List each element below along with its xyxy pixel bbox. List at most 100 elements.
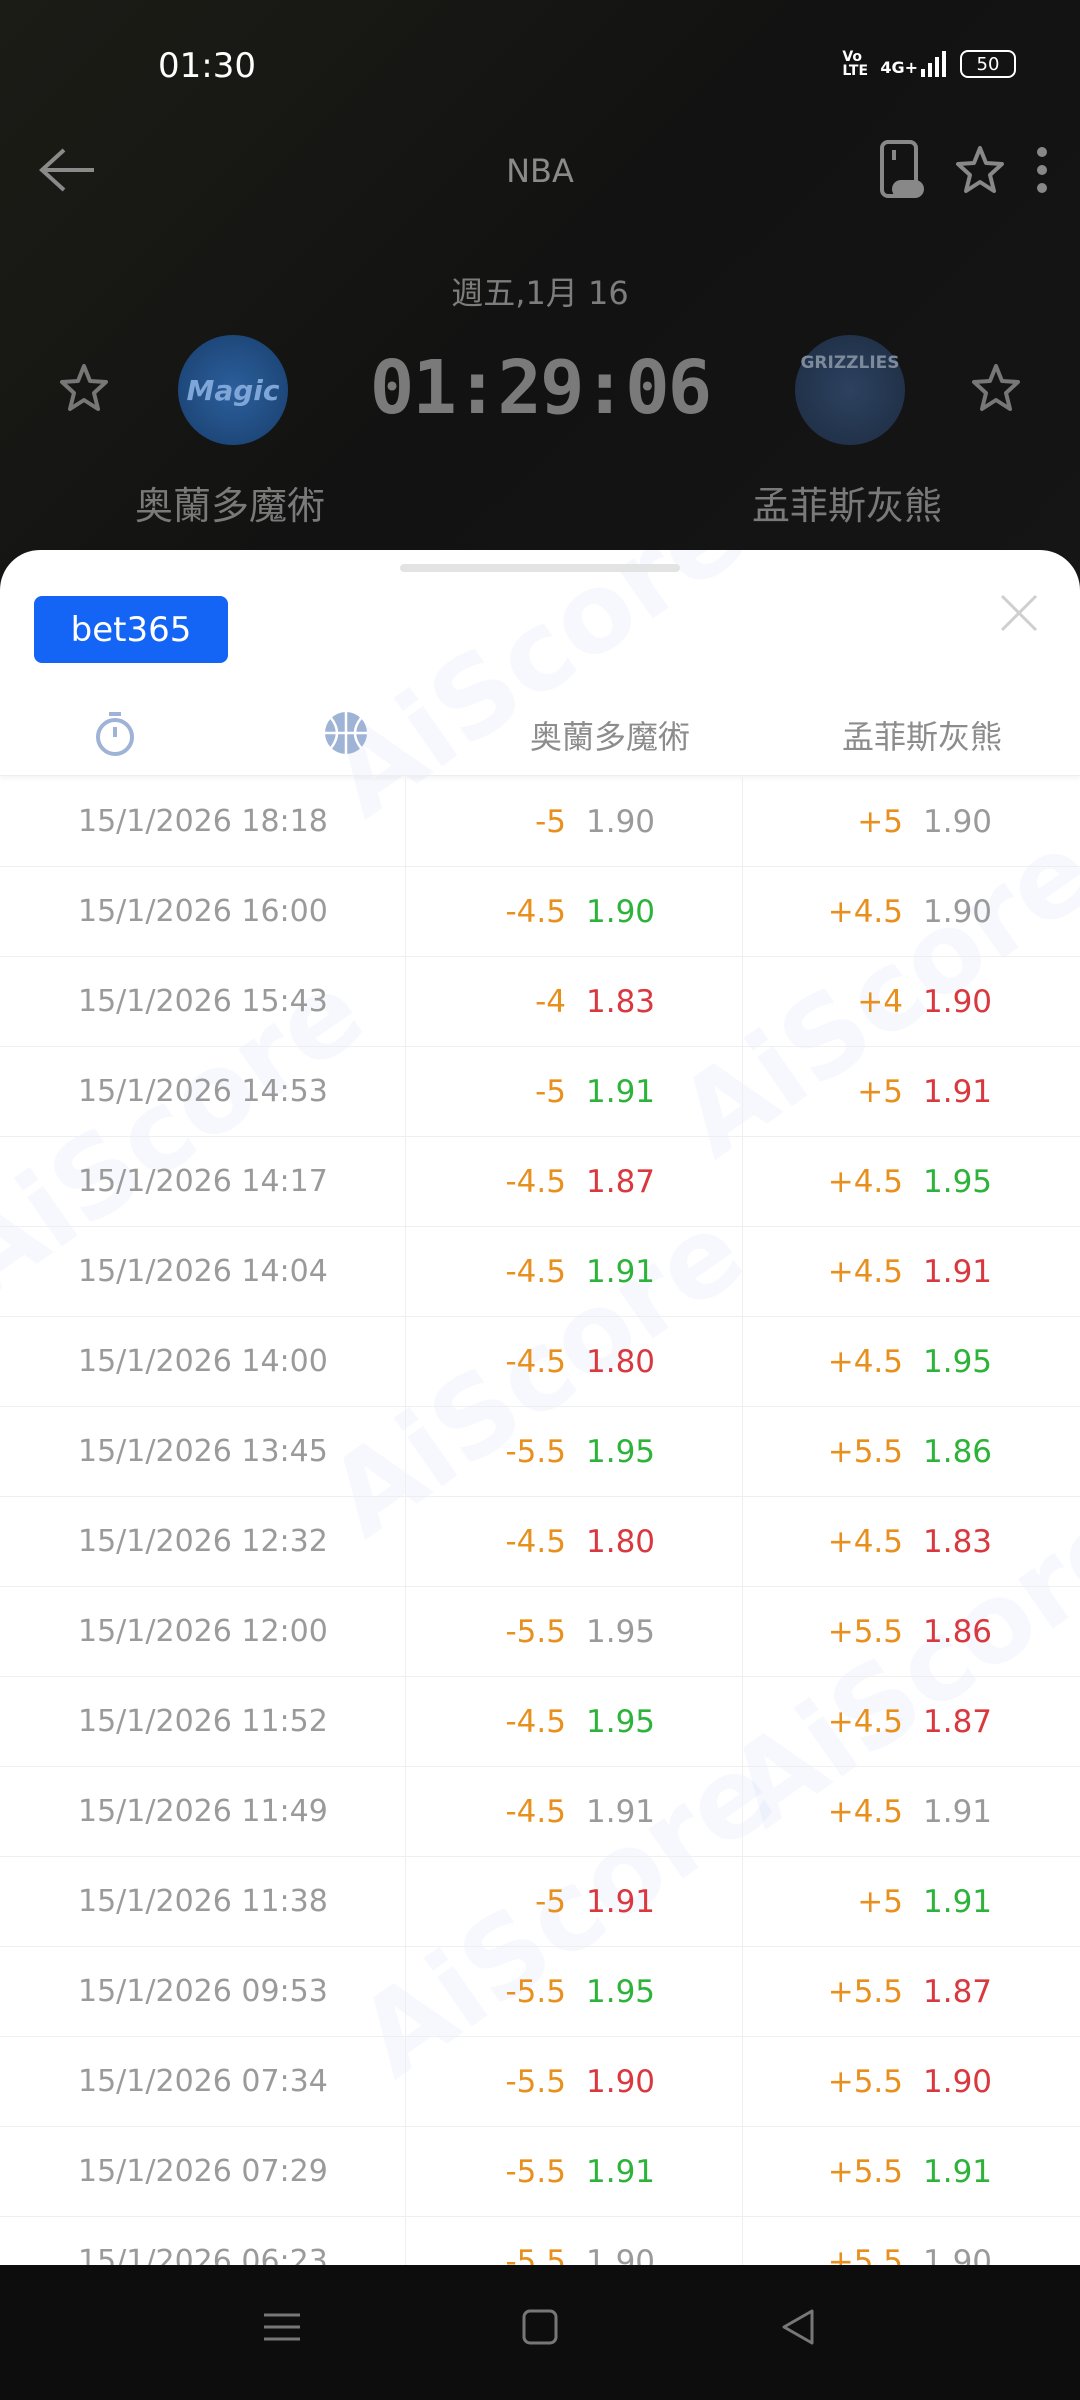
- home-odds: 1.90: [586, 2063, 656, 2100]
- home-odds: 1.95: [586, 1703, 656, 1740]
- away-odds: 1.90: [923, 983, 993, 1020]
- home-odds: 1.95: [586, 1973, 656, 2010]
- home-odds: 1.90: [586, 2243, 656, 2266]
- away-handicap: +4.5: [827, 1253, 903, 1290]
- away-handicap: +4.5: [827, 1343, 903, 1380]
- home-handicap: -4.5: [505, 1163, 567, 1200]
- bookmaker-button[interactable]: bet365: [34, 596, 228, 663]
- home-handicap: -5.5: [505, 1973, 567, 2010]
- home-odds: 1.87: [586, 1163, 656, 1200]
- home-handicap: -5.5: [505, 2063, 567, 2100]
- away-odds-cell: +5.5 1.87: [743, 1947, 1080, 2036]
- home-odds: 1.80: [586, 1523, 656, 1560]
- table-row: 15/1/2026 07:29 -5.5 1.91 +5.5 1.91: [0, 2127, 1080, 2217]
- home-favorite-star-icon[interactable]: [58, 362, 110, 414]
- league-title: NBA: [506, 152, 574, 190]
- away-odds: 1.83: [923, 1523, 993, 1560]
- countdown-clock: 01:29:06: [369, 345, 712, 431]
- home-odds-cell: -4 1.83: [406, 957, 743, 1046]
- odds-time: 15/1/2026 14:04: [0, 1227, 406, 1316]
- away-handicap: +5.5: [827, 2243, 903, 2266]
- away-odds: 1.86: [923, 1613, 993, 1650]
- away-favorite-star-icon[interactable]: [970, 362, 1022, 414]
- away-odds-cell: +4 1.90: [743, 957, 1080, 1046]
- back-triangle-icon[interactable]: [778, 2307, 818, 2347]
- odds-time: 15/1/2026 13:45: [0, 1407, 406, 1496]
- away-odds-cell: +5.5 1.91: [743, 2127, 1080, 2216]
- odds-time: 15/1/2026 11:38: [0, 1857, 406, 1946]
- drag-handle[interactable]: [400, 564, 680, 572]
- home-odds-cell: -5.5 1.95: [406, 1407, 743, 1496]
- away-handicap: +5: [857, 1073, 903, 1110]
- odds-time: 15/1/2026 07:34: [0, 2037, 406, 2126]
- away-team-name: 孟菲斯灰熊: [752, 484, 943, 528]
- away-odds-cell: +5.5 1.86: [743, 1587, 1080, 1676]
- home-icon[interactable]: [521, 2307, 559, 2347]
- odds-sheet: AiScore AiScore AiScore AiScore AiScore …: [0, 550, 1080, 2265]
- table-row: 15/1/2026 13:45 -5.5 1.95 +5.5 1.86: [0, 1407, 1080, 1497]
- home-team-name: 奥蘭多魔術: [135, 484, 326, 528]
- home-odds-cell: -4.5 1.80: [406, 1497, 743, 1586]
- table-row: 15/1/2026 06:23 -5.5 1.90 +5.5 1.90: [0, 2217, 1080, 2265]
- odds-time: 15/1/2026 14:00: [0, 1317, 406, 1406]
- home-odds-cell: -4.5 1.95: [406, 1677, 743, 1766]
- away-odds-cell: +5 1.91: [743, 1857, 1080, 1946]
- table-row: 15/1/2026 14:04 -4.5 1.91 +4.5 1.91: [0, 1227, 1080, 1317]
- stopwatch-icon: [96, 712, 134, 756]
- away-odds-cell: +4.5 1.90: [743, 867, 1080, 956]
- table-row: 15/1/2026 11:49 -4.5 1.91 +4.5 1.91: [0, 1767, 1080, 1857]
- away-handicap: +5.5: [827, 2153, 903, 2190]
- odds-time: 15/1/2026 11:52: [0, 1677, 406, 1766]
- home-odds: 1.95: [586, 1433, 656, 1470]
- away-handicap: +4.5: [827, 893, 903, 930]
- home-odds-cell: -5 1.91: [406, 1047, 743, 1136]
- away-odds: 1.87: [923, 1703, 993, 1740]
- away-handicap: +4.5: [827, 1703, 903, 1740]
- away-odds: 1.91: [923, 1253, 993, 1290]
- odds-time: 15/1/2026 15:43: [0, 957, 406, 1046]
- home-odds-cell: -4.5 1.87: [406, 1137, 743, 1226]
- home-odds: 1.83: [586, 983, 656, 1020]
- home-handicap: -5.5: [505, 1613, 567, 1650]
- column-away-team: 孟菲斯灰熊: [842, 718, 1003, 756]
- phone-toggle-icon[interactable]: [878, 140, 926, 200]
- away-handicap: +5: [857, 1883, 903, 1920]
- odds-table: 15/1/2026 18:18 -5 1.90 +5 1.90 15/1/2026 16:…: [0, 777, 1080, 2265]
- away-odds: 1.90: [923, 893, 993, 930]
- network-type: 4G+: [880, 58, 918, 77]
- away-odds-cell: +4.5 1.95: [743, 1137, 1080, 1226]
- home-odds-cell: -5 1.90: [406, 777, 743, 866]
- away-odds-cell: +4.5 1.91: [743, 1227, 1080, 1316]
- odds-time: 15/1/2026 11:49: [0, 1767, 406, 1856]
- home-odds: 1.90: [586, 893, 656, 930]
- home-odds: 1.91: [586, 2153, 656, 2190]
- status-icons: Vo LTE 4G+ 50: [842, 50, 1016, 78]
- odds-time: 15/1/2026 12:32: [0, 1497, 406, 1586]
- match-date: 週五,1月 16: [451, 274, 629, 312]
- odds-time: 15/1/2026 14:53: [0, 1047, 406, 1136]
- table-row: 15/1/2026 18:18 -5 1.90 +5 1.90: [0, 777, 1080, 867]
- back-button[interactable]: [38, 146, 96, 198]
- home-handicap: -5: [535, 1883, 566, 1920]
- home-handicap: -4.5: [505, 893, 567, 930]
- odds-time: 15/1/2026 14:17: [0, 1137, 406, 1226]
- logo-text: Magic: [186, 373, 280, 407]
- home-odds: 1.91: [586, 1883, 656, 1920]
- home-handicap: -4: [535, 983, 566, 1020]
- menu-icon[interactable]: [262, 2307, 302, 2347]
- close-icon[interactable]: [998, 592, 1040, 634]
- away-handicap: +4: [857, 983, 903, 1020]
- away-handicap: +5.5: [827, 1433, 903, 1470]
- table-header: 奥蘭多魔術 孟菲斯灰熊: [0, 690, 1080, 776]
- away-odds: 1.90: [923, 2063, 993, 2100]
- home-odds: 1.91: [586, 1253, 656, 1290]
- more-menu-icon[interactable]: [1034, 144, 1050, 196]
- away-odds-cell: +4.5 1.91: [743, 1767, 1080, 1856]
- home-odds-cell: -5.5 1.91: [406, 2127, 743, 2216]
- away-odds: 1.95: [923, 1163, 993, 1200]
- favorite-star-icon[interactable]: [954, 144, 1006, 196]
- odds-time: 15/1/2026 09:53: [0, 1947, 406, 2036]
- basketball-icon: [325, 712, 367, 754]
- away-odds-cell: +4.5 1.95: [743, 1317, 1080, 1406]
- away-odds: 1.87: [923, 1973, 993, 2010]
